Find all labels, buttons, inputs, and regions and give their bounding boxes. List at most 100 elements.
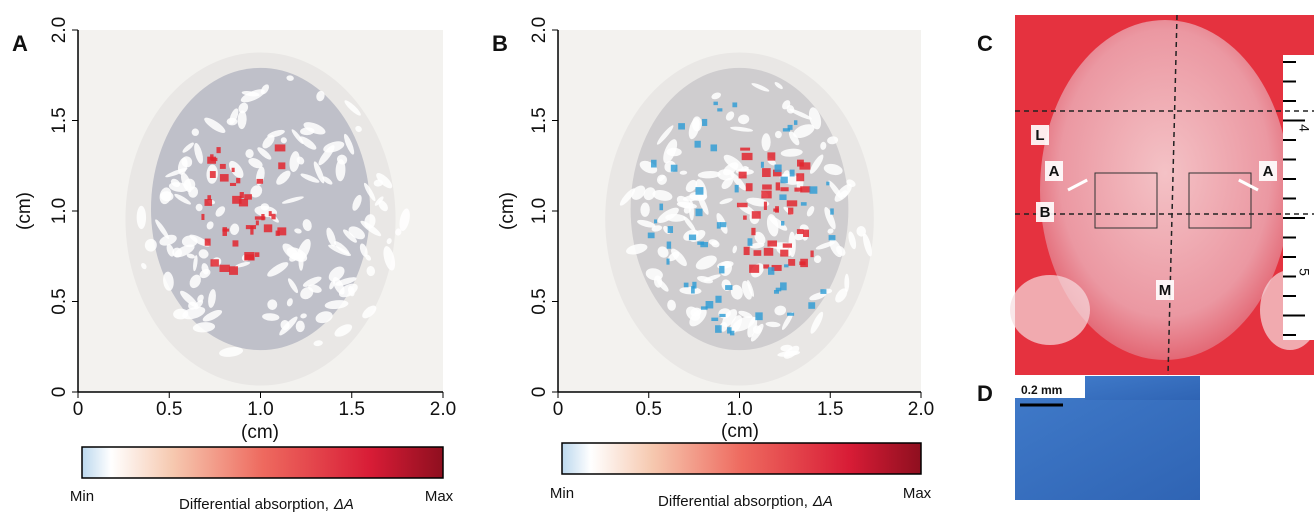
vessel bbox=[690, 307, 702, 317]
vessel bbox=[683, 216, 696, 232]
panel-label: D bbox=[977, 381, 993, 406]
activation bbox=[771, 264, 782, 271]
activation-negative bbox=[688, 234, 697, 241]
vessel bbox=[324, 300, 349, 310]
activation-negative bbox=[659, 203, 664, 211]
y-axis-label: (cm) bbox=[14, 192, 35, 230]
y-axis-label: (cm) bbox=[497, 192, 518, 230]
vessel bbox=[782, 100, 791, 110]
activation bbox=[810, 250, 814, 258]
activation-negative bbox=[719, 313, 726, 318]
activation-negative bbox=[760, 161, 764, 168]
activation-negative bbox=[710, 144, 718, 152]
activation-negative bbox=[755, 312, 763, 321]
activation bbox=[255, 220, 259, 226]
vessel bbox=[695, 255, 717, 270]
vessel bbox=[335, 159, 346, 182]
vessel bbox=[267, 262, 289, 277]
activation bbox=[232, 240, 239, 247]
vessel bbox=[806, 206, 815, 217]
activation-negative bbox=[670, 164, 678, 172]
vessel bbox=[722, 309, 738, 327]
caption-text: Differential absorption, bbox=[179, 496, 329, 513]
vessel bbox=[697, 171, 721, 179]
vessel bbox=[281, 196, 304, 204]
vessel bbox=[809, 154, 824, 174]
activation-negative bbox=[651, 159, 657, 168]
activation bbox=[219, 174, 229, 182]
vessel bbox=[626, 243, 648, 255]
vessel bbox=[711, 92, 722, 100]
vessel bbox=[316, 90, 325, 102]
marker-label: L bbox=[1035, 127, 1044, 144]
vessel bbox=[219, 347, 244, 357]
activation-negative bbox=[729, 330, 735, 336]
activation bbox=[239, 192, 244, 199]
vessel bbox=[206, 221, 214, 230]
vessel bbox=[780, 148, 803, 157]
vessel bbox=[362, 305, 377, 319]
vessel bbox=[366, 265, 376, 277]
activation bbox=[751, 227, 756, 236]
activation-negative bbox=[715, 295, 722, 303]
activation-negative bbox=[830, 208, 834, 215]
activation-negative bbox=[732, 102, 738, 108]
activation-negative bbox=[715, 325, 722, 333]
marker-box bbox=[1045, 161, 1063, 181]
vessel bbox=[198, 249, 209, 259]
vessel bbox=[336, 154, 348, 165]
x-tick-label: 1.5 bbox=[339, 399, 365, 420]
vessel bbox=[730, 284, 743, 300]
vessel bbox=[747, 280, 755, 297]
marker-label: A bbox=[1049, 163, 1060, 180]
vessel bbox=[215, 206, 226, 217]
vessel bbox=[250, 185, 263, 198]
vessel bbox=[399, 208, 410, 231]
activation bbox=[796, 173, 805, 182]
activation bbox=[209, 171, 216, 178]
vessel bbox=[237, 110, 247, 130]
x-tick-label: 1.0 bbox=[247, 399, 273, 420]
marker-box bbox=[1031, 125, 1049, 145]
vessel bbox=[711, 240, 720, 248]
activation-negative bbox=[700, 306, 708, 310]
vessel bbox=[262, 313, 280, 321]
activation-negative bbox=[774, 164, 782, 173]
activation-negative bbox=[773, 289, 779, 294]
activation bbox=[207, 195, 212, 201]
panel-label: B bbox=[492, 31, 508, 56]
activation bbox=[222, 227, 227, 236]
x-tick-label: 2.0 bbox=[908, 399, 934, 420]
vessel bbox=[667, 299, 676, 311]
activation bbox=[782, 243, 793, 248]
vessel bbox=[754, 231, 766, 245]
activation bbox=[763, 201, 767, 210]
vessel bbox=[856, 226, 866, 237]
activation-negative bbox=[781, 220, 785, 226]
vessel bbox=[685, 179, 698, 193]
vessel bbox=[308, 284, 322, 293]
vessel bbox=[241, 91, 260, 97]
vessel bbox=[697, 276, 713, 284]
activation bbox=[780, 249, 789, 257]
vessel bbox=[234, 261, 251, 268]
photo-d bbox=[1015, 376, 1200, 500]
activation-negative bbox=[779, 194, 787, 201]
activation bbox=[761, 190, 772, 199]
activation-negative bbox=[691, 286, 695, 294]
activation-negative bbox=[780, 282, 787, 291]
vessel bbox=[846, 179, 856, 187]
vessel bbox=[299, 136, 317, 150]
vessel bbox=[774, 82, 783, 90]
vessel bbox=[289, 151, 300, 172]
activation bbox=[749, 264, 760, 273]
activation-negative bbox=[780, 176, 788, 184]
y-tick-label: 0 bbox=[49, 387, 70, 398]
activation-negative bbox=[789, 169, 795, 177]
vessel bbox=[359, 243, 368, 257]
activation bbox=[244, 194, 252, 200]
marker-label: A bbox=[1263, 163, 1274, 180]
activation bbox=[219, 264, 230, 272]
activation bbox=[788, 207, 794, 215]
vessel bbox=[383, 246, 396, 271]
